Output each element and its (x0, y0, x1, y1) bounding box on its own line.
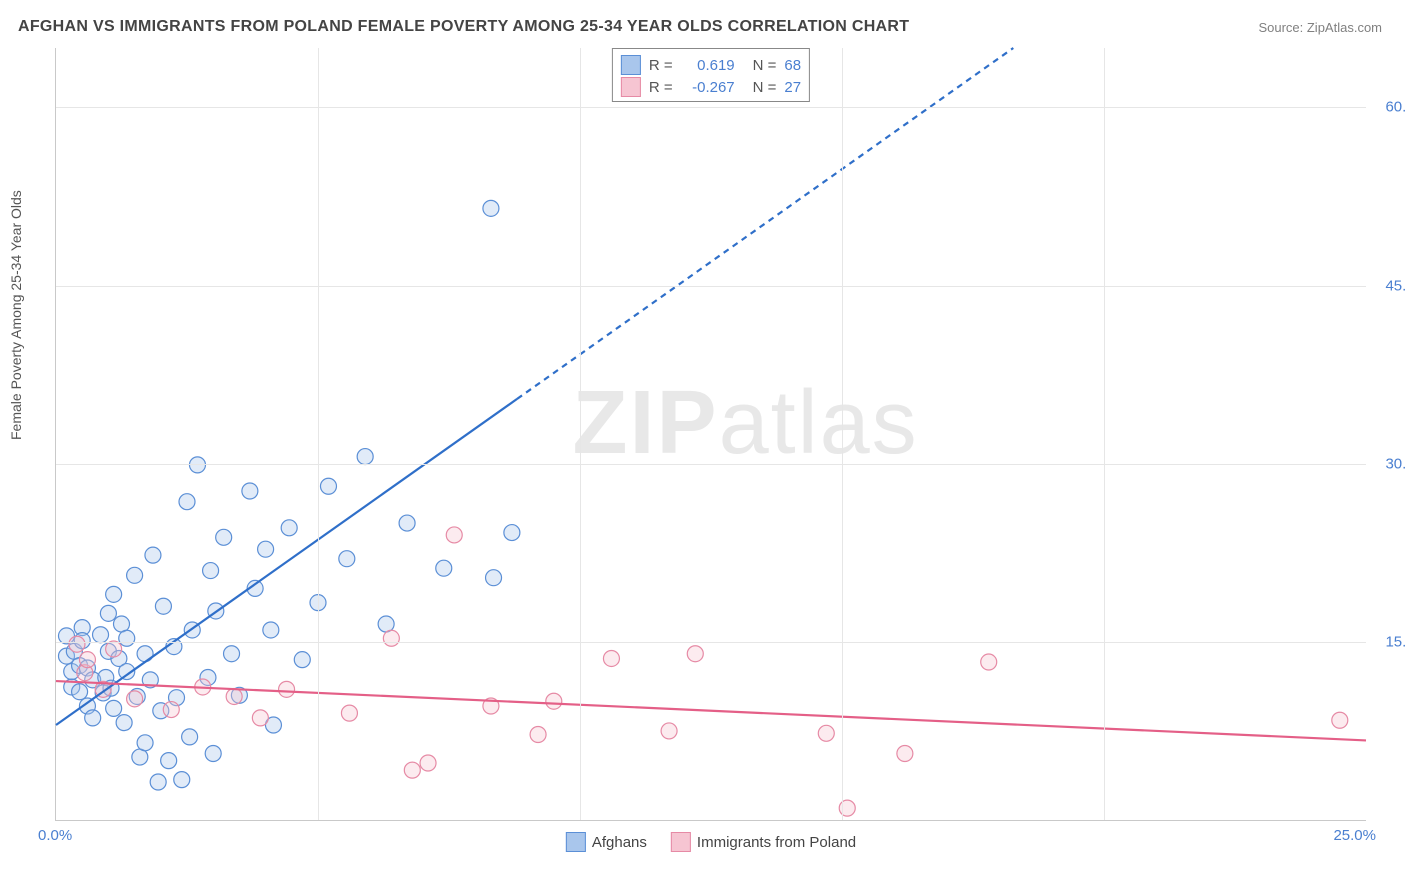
data-point (226, 688, 242, 704)
data-point (216, 529, 232, 545)
gridline-v (318, 48, 319, 820)
trend-line-dashed (517, 48, 1013, 399)
data-point (85, 710, 101, 726)
data-point (137, 735, 153, 751)
data-point (818, 725, 834, 741)
source-attribution: Source: ZipAtlas.com (1258, 20, 1382, 35)
data-point (100, 605, 116, 621)
data-point (179, 494, 195, 510)
data-point (399, 515, 415, 531)
data-point (603, 650, 619, 666)
plot-svg (56, 48, 1366, 820)
y-tick-label: 15.0% (1385, 633, 1406, 650)
data-point (132, 749, 148, 765)
data-point (203, 563, 219, 579)
data-point (486, 570, 502, 586)
data-point (161, 753, 177, 769)
gridline-h (56, 107, 1366, 108)
data-point (483, 200, 499, 216)
y-axis-label: Female Poverty Among 25-34 Year Olds (8, 190, 24, 440)
data-point (504, 525, 520, 541)
legend-item: Afghans (566, 832, 647, 852)
data-point (252, 710, 268, 726)
data-point (378, 616, 394, 632)
data-point (357, 449, 373, 465)
data-point (119, 630, 135, 646)
data-point (546, 693, 562, 709)
data-point (106, 700, 122, 716)
x-axis-max-label: 25.0% (1333, 827, 1376, 844)
data-point (530, 726, 546, 742)
data-point (127, 567, 143, 583)
data-point (116, 715, 132, 731)
data-point (320, 478, 336, 494)
legend-label: Afghans (592, 834, 647, 851)
gridline-v (1104, 48, 1105, 820)
data-point (242, 483, 258, 499)
data-point (404, 762, 420, 778)
y-tick-label: 30.0% (1385, 455, 1406, 472)
data-point (106, 586, 122, 602)
y-tick-label: 60.0% (1385, 99, 1406, 116)
y-tick-label: 45.0% (1385, 277, 1406, 294)
data-point (224, 646, 240, 662)
chart-title: AFGHAN VS IMMIGRANTS FROM POLAND FEMALE … (18, 18, 909, 36)
data-point (106, 641, 122, 657)
data-point (383, 630, 399, 646)
plot-area: ZIPatlas R = 0.619 N = 68 R = -0.267 N =… (55, 48, 1366, 821)
data-point (174, 772, 190, 788)
data-point (72, 684, 88, 700)
gridline-h (56, 464, 1366, 465)
data-point (420, 755, 436, 771)
data-point (981, 654, 997, 670)
data-point (69, 636, 85, 652)
data-point (279, 681, 295, 697)
data-point (294, 652, 310, 668)
data-point (182, 729, 198, 745)
gridline-h (56, 286, 1366, 287)
chart-container: AFGHAN VS IMMIGRANTS FROM POLAND FEMALE … (0, 0, 1406, 892)
data-point (79, 652, 95, 668)
data-point (155, 598, 171, 614)
data-point (258, 541, 274, 557)
x-axis-min-label: 0.0% (38, 827, 72, 844)
data-point (127, 691, 143, 707)
data-point (150, 774, 166, 790)
series-legend: Afghans Immigrants from Poland (566, 832, 856, 852)
trend-line-solid (56, 681, 1366, 740)
data-point (446, 527, 462, 543)
data-point (339, 551, 355, 567)
gridline-h (56, 642, 1366, 643)
data-point (189, 457, 205, 473)
data-point (263, 622, 279, 638)
gridline-v (842, 48, 843, 820)
data-point (205, 745, 221, 761)
gridline-v (580, 48, 581, 820)
data-point (661, 723, 677, 739)
data-point (897, 745, 913, 761)
data-point (687, 646, 703, 662)
legend-item: Immigrants from Poland (671, 832, 856, 852)
series-swatch-icon (671, 832, 691, 852)
data-point (341, 705, 357, 721)
series-swatch-icon (566, 832, 586, 852)
data-point (114, 616, 130, 632)
data-point (93, 627, 109, 643)
data-point (163, 702, 179, 718)
data-point (281, 520, 297, 536)
data-point (436, 560, 452, 576)
legend-label: Immigrants from Poland (697, 834, 856, 851)
data-point (145, 547, 161, 563)
data-point (1332, 712, 1348, 728)
